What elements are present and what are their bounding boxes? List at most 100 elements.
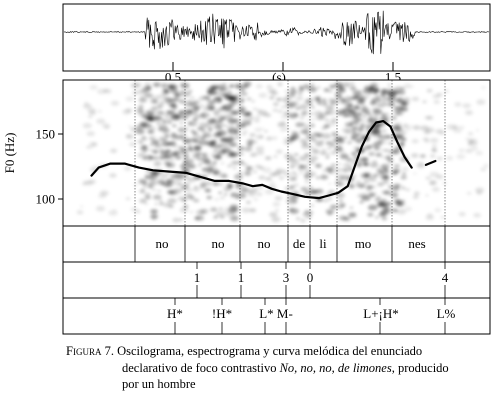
spectrogram-energy bbox=[212, 181, 220, 186]
spectrogram-energy bbox=[370, 102, 378, 107]
spectrogram-energy bbox=[258, 175, 266, 180]
spectrogram-energy bbox=[193, 145, 202, 151]
spectrogram-energy bbox=[178, 99, 186, 104]
caption-line-2-end: , producido bbox=[391, 360, 449, 375]
spectrogram-energy bbox=[135, 209, 141, 214]
break-index-label: 4 bbox=[442, 270, 449, 285]
spectrogram-energy bbox=[304, 166, 307, 169]
spectrogram-energy bbox=[402, 172, 406, 175]
spectrogram-energy bbox=[292, 199, 298, 203]
spectrogram-energy bbox=[227, 164, 232, 168]
spectrogram-energy bbox=[224, 91, 233, 97]
spectrogram-energy bbox=[139, 189, 145, 193]
oscillogram-ticks bbox=[62, 57, 394, 71]
spectrogram-energy bbox=[193, 198, 200, 203]
spectrogram-energy bbox=[388, 149, 397, 155]
spectrogram-energy bbox=[332, 134, 337, 137]
spectrogram-energy bbox=[459, 126, 465, 129]
spectrogram-energy bbox=[130, 126, 139, 132]
spectrogram-energy bbox=[255, 146, 265, 152]
spectrogram-energy bbox=[480, 167, 487, 172]
spectrogram-energy bbox=[204, 188, 212, 193]
spectrogram-energy bbox=[272, 108, 279, 112]
spectrogram-energy bbox=[195, 215, 205, 221]
spectrogram-energy bbox=[146, 112, 152, 116]
spectrogram-energy bbox=[430, 138, 439, 143]
spectrogram-energy bbox=[383, 208, 387, 211]
spectrogram-energy bbox=[165, 182, 174, 187]
spectrogram-energy bbox=[363, 180, 369, 184]
spectrogram-energy bbox=[366, 188, 372, 192]
spectrogram-energy bbox=[216, 84, 226, 90]
spectrogram-energy bbox=[246, 97, 252, 101]
spectrogram-energy bbox=[303, 153, 308, 156]
caption-line-2-start: declarativo de foco contrastivo bbox=[122, 360, 280, 375]
spectrogram-energy bbox=[150, 209, 158, 214]
segment-boundaries bbox=[134, 80, 446, 226]
spectrogram-energy bbox=[268, 96, 275, 100]
spectrogram-energy bbox=[265, 156, 272, 161]
spectrogram-energy bbox=[279, 176, 284, 180]
f0-segment bbox=[424, 159, 437, 166]
spectrogram-energy bbox=[172, 124, 177, 127]
spectrogram-energy bbox=[251, 100, 255, 103]
spectrogram-energy bbox=[368, 145, 372, 148]
spectrogram-energy bbox=[331, 163, 336, 167]
spectrogram-energy bbox=[284, 89, 289, 93]
spectrogram-energy bbox=[412, 125, 421, 130]
spectrogram-energy bbox=[246, 112, 252, 116]
spectrogram-energy bbox=[465, 148, 473, 154]
spectrogram-energy bbox=[151, 155, 160, 161]
spectrogram-energy bbox=[329, 84, 336, 89]
spectrogram-energy bbox=[170, 88, 179, 94]
spectrogram-energy bbox=[338, 86, 345, 90]
spectrogram-energy bbox=[129, 142, 136, 147]
spectrogram-energy bbox=[240, 184, 245, 187]
spectrogram-energy bbox=[360, 104, 366, 108]
spectrogram-energy bbox=[261, 127, 265, 130]
spectrogram-energy bbox=[305, 87, 310, 90]
spectrogram-energy bbox=[98, 110, 102, 113]
caption-line-1: Oscilograma, espectrograma y curva melód… bbox=[117, 344, 423, 358]
spectrogram-energy bbox=[108, 210, 118, 216]
y-tick-label-150: 150 bbox=[36, 127, 56, 142]
spectrogram-energy bbox=[290, 87, 296, 90]
spectrogram-energy bbox=[207, 114, 211, 117]
spectrogram-energy bbox=[229, 110, 237, 116]
spectrogram-energy bbox=[300, 187, 308, 192]
spectrogram-energy bbox=[224, 138, 233, 144]
spectrogram-energy bbox=[440, 132, 444, 135]
spectrogram-energy bbox=[201, 128, 205, 131]
spectrogram-energy bbox=[202, 134, 207, 138]
spectrogram-energy bbox=[198, 163, 203, 166]
spectrogram-energy bbox=[179, 164, 186, 169]
spectrogram-energy bbox=[206, 98, 211, 102]
spectrogram-energy bbox=[299, 155, 308, 161]
spectrogram-energy bbox=[469, 138, 478, 144]
spectrogram-energy bbox=[349, 86, 357, 91]
spectrogram-energy bbox=[270, 181, 275, 184]
spectrogram-energy bbox=[166, 179, 174, 184]
spectrogram-energy bbox=[160, 83, 167, 87]
spectrogram-energy bbox=[434, 208, 442, 213]
spectrogram-energy bbox=[237, 152, 244, 156]
spectrogram-energy bbox=[391, 115, 397, 119]
spectrogram-energy bbox=[342, 82, 351, 87]
spectrogram-energy bbox=[468, 132, 474, 136]
spectrogram-energy bbox=[149, 177, 157, 182]
spectrogram-energy bbox=[290, 160, 300, 167]
spectrogram-energy bbox=[184, 102, 193, 108]
spectrogram-energy bbox=[362, 89, 371, 94]
spectrogram-energy bbox=[258, 92, 268, 98]
spectrogram-energy bbox=[368, 151, 375, 156]
spectrogram-energy bbox=[340, 99, 349, 105]
spectrogram-energy bbox=[264, 189, 274, 195]
spectrogram-energy bbox=[299, 165, 304, 168]
spectrogram-energy bbox=[272, 202, 281, 207]
spectrogram-energy bbox=[308, 186, 313, 189]
spectrogram-energy bbox=[295, 96, 304, 101]
spectrogram-energy bbox=[88, 179, 96, 185]
spectrogram-energy bbox=[156, 161, 161, 164]
spectrogram-energy bbox=[299, 116, 305, 120]
spectrogram-energy bbox=[227, 129, 232, 133]
